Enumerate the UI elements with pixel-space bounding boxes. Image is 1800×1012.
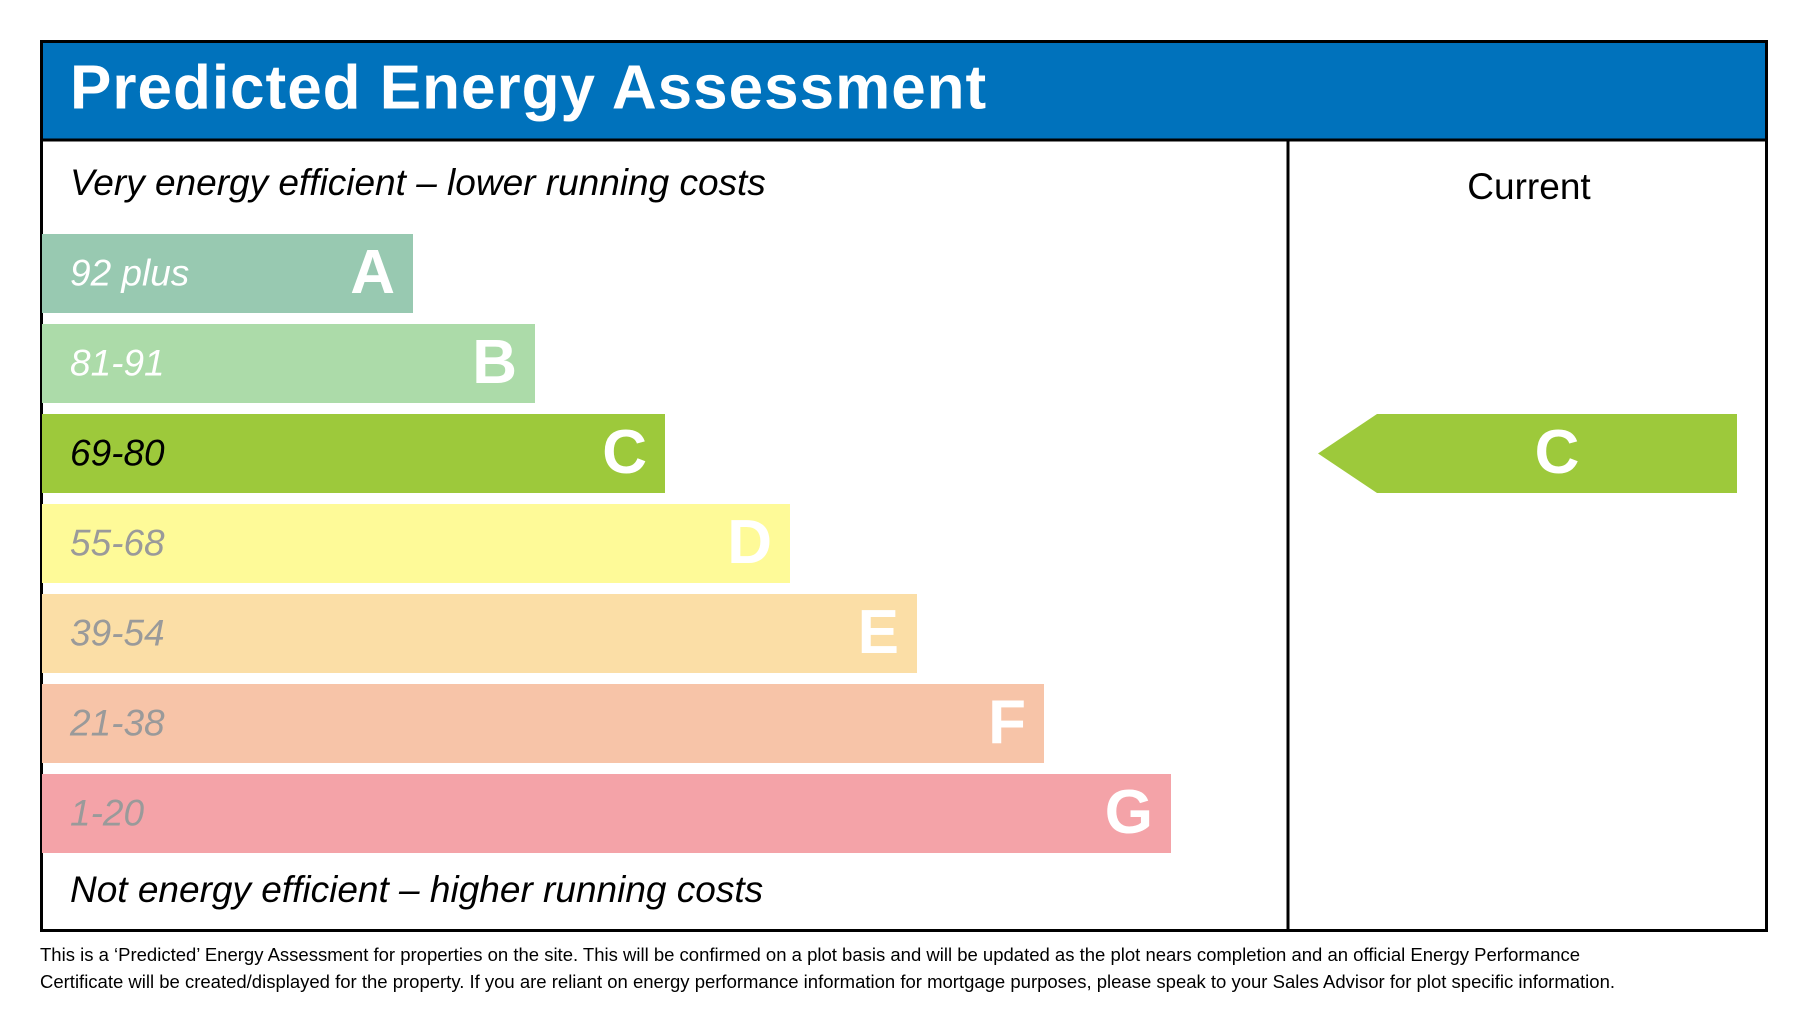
top-label: Very energy efficient – lower running co…: [70, 162, 766, 203]
rating-bar: [42, 234, 413, 313]
footnote-line: This is a ‘Predicted’ Energy Assessment …: [40, 944, 1580, 965]
rating-bar: [42, 504, 790, 583]
rating-bar: [42, 414, 665, 493]
band-range: 21-38: [69, 702, 165, 743]
rating-bar: [42, 594, 917, 673]
bottom-label: Not energy efficient – higher running co…: [70, 869, 763, 910]
rating-bar: [42, 684, 1044, 763]
header-band: [40, 40, 1768, 140]
title: Predicted Energy Assessment: [70, 53, 987, 122]
band-range: 92 plus: [70, 252, 189, 293]
frame: [40, 40, 1768, 932]
band-letter: F: [988, 688, 1026, 757]
band-letter: A: [350, 238, 395, 307]
band-range: 39-54: [70, 612, 165, 653]
band-range: 55-68: [70, 522, 165, 563]
current-arrow: [1318, 414, 1737, 493]
current-rating: C: [1535, 418, 1580, 487]
column-header: Current: [1467, 166, 1591, 207]
band-range: 81-91: [70, 342, 165, 383]
band-letter: G: [1105, 778, 1153, 847]
rating-bar: [42, 774, 1171, 853]
band-letter: C: [602, 418, 647, 487]
band-range: 1-20: [70, 792, 144, 833]
band-letter: E: [858, 598, 899, 667]
band-letter: B: [472, 328, 517, 397]
band-range: 69-80: [70, 432, 165, 473]
rating-bar: [42, 324, 535, 403]
band-letter: D: [727, 508, 772, 577]
footnote-line: Certificate will be created/displayed fo…: [40, 971, 1615, 992]
